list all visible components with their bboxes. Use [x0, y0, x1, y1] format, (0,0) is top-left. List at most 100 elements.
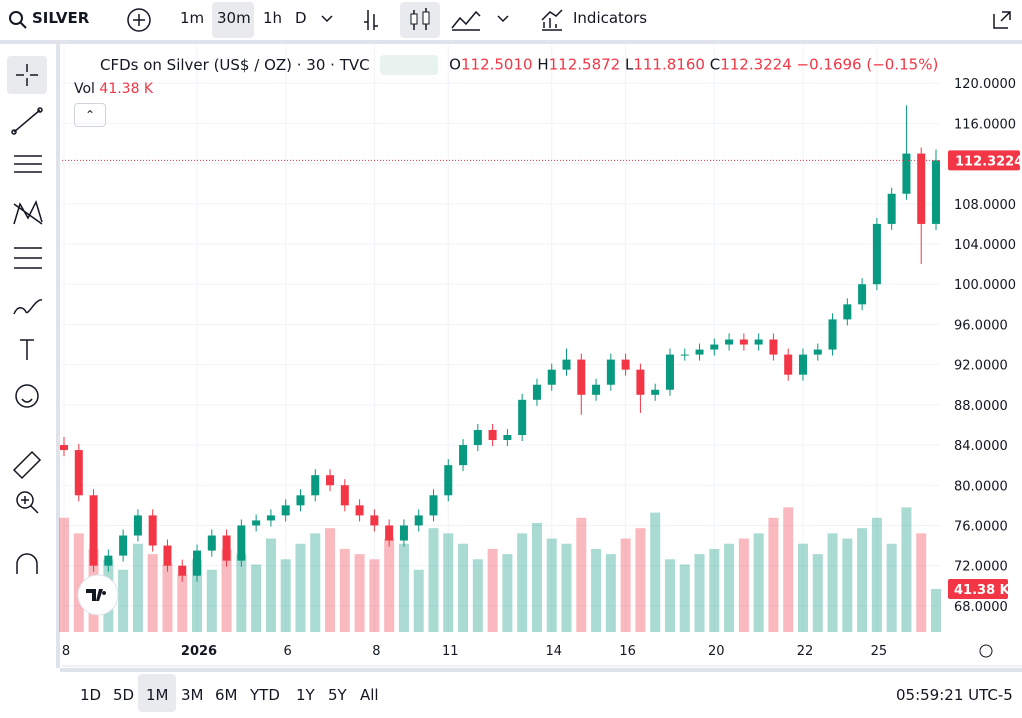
y-tick-label: 96.0000: [954, 318, 1008, 333]
range-button[interactable]: All: [360, 686, 379, 704]
add-symbol[interactable]: [126, 7, 152, 33]
candle-body: [370, 515, 379, 526]
price-chart[interactable]: 68.0000 72.0000 76.0000 80.0000 84.0000 88.00…: [0, 44, 1022, 668]
volume-bar: [827, 533, 838, 632]
candle-body: [725, 339, 734, 345]
volume-bar: [694, 554, 705, 632]
candle-body: [739, 339, 748, 345]
candle-body: [266, 515, 275, 521]
candle-body: [784, 354, 793, 375]
candle-body: [326, 475, 335, 486]
y-tick-label: 108.0000: [954, 198, 1016, 213]
interval[interactable]: 1h: [263, 9, 283, 27]
x-tick-label: 20: [708, 644, 725, 659]
market-status: [380, 55, 439, 75]
candle-body: [399, 525, 408, 541]
volume-tag-label: 41.38 K: [954, 583, 1011, 598]
interval[interactable]: 1m: [180, 9, 205, 27]
volume-bar: [664, 559, 675, 632]
y-tick-label: 80.0000: [954, 479, 1008, 494]
toolbar-icons: [321, 2, 563, 38]
range-button[interactable]: 5Y: [328, 686, 347, 704]
x-tick-label: 11: [442, 644, 459, 659]
candle-body: [340, 485, 349, 506]
candle-body: [296, 495, 305, 506]
volume-bar: [605, 554, 616, 632]
search-icon[interactable]: [8, 10, 28, 30]
volume-bar: [709, 548, 720, 632]
range-button[interactable]: 1D: [80, 686, 102, 704]
volume-bar: [916, 533, 927, 632]
last-price-label: 112.3224: [955, 154, 1022, 169]
candle-body: [237, 525, 246, 561]
volume-bar: [428, 528, 439, 632]
volume-bar: [398, 543, 409, 632]
symbol[interactable]: SILVER: [32, 9, 90, 27]
volume-bar: [635, 528, 646, 632]
x-tick-label: 8: [372, 644, 380, 659]
candle-body: [562, 359, 571, 370]
y-tick-label: 68.0000: [954, 600, 1008, 615]
volume-bar: [620, 538, 631, 632]
high-label: H: [537, 55, 549, 74]
range-button[interactable]: 6M: [215, 686, 238, 704]
candle-body: [651, 389, 660, 395]
settings: [979, 644, 993, 658]
candle-body: [621, 359, 630, 370]
candle-body: [207, 535, 216, 551]
range-button[interactable]: 1M: [146, 686, 169, 704]
candle-body: [858, 284, 867, 305]
candle-body: [754, 339, 763, 345]
candle-body: [932, 160, 940, 224]
range-button[interactable]: 5D: [113, 686, 135, 704]
range-button[interactable]: 3M: [181, 686, 204, 704]
candle-body: [680, 354, 689, 356]
volume-bar: [679, 564, 690, 632]
indicators[interactable]: Indicators: [573, 9, 648, 27]
volume-bar: [310, 533, 321, 632]
volume-bar: [812, 554, 823, 632]
volume-bar: [797, 543, 808, 632]
range-button[interactable]: YTD: [250, 686, 280, 704]
volume-legend: Vol 41.38 K: [74, 81, 938, 97]
vol-label: Vol: [74, 81, 95, 97]
open-label: O: [449, 55, 461, 74]
volume-bar: [517, 533, 528, 632]
candle-body: [89, 495, 98, 566]
close-label: C: [709, 55, 721, 74]
candle-body: [518, 399, 527, 435]
volume-bar: [487, 548, 498, 632]
candle-body: [769, 339, 778, 355]
y-tick-label: 116.0000: [954, 117, 1016, 132]
volume-bar: [384, 538, 395, 632]
candle-body: [193, 550, 202, 576]
candle-body: [414, 515, 423, 526]
volume-bar: [753, 533, 764, 632]
range-button[interactable]: 1Y: [296, 686, 315, 704]
legend-title: CFDs on Silver (US$ / OZ) · 30 · TVC: [100, 55, 370, 74]
interval[interactable]: D: [295, 9, 307, 27]
interval[interactable]: 30m: [217, 9, 251, 27]
candle-body: [60, 445, 68, 451]
candle-body: [281, 505, 290, 516]
high-value: 112.5872: [548, 55, 621, 74]
volume-tag: [948, 579, 1008, 600]
vol-value: 41.38 K: [99, 81, 154, 97]
volume-bar: [413, 569, 424, 632]
candle-body: [917, 153, 926, 224]
candle-body: [473, 429, 482, 446]
x-tick-label: 22: [797, 644, 814, 659]
candle-body: [592, 384, 601, 395]
low-value: 111.8160: [633, 55, 705, 74]
x-tick-label: 8: [62, 644, 70, 659]
x-tick-label: 14: [545, 644, 562, 659]
collapse-button[interactable]: ⌃: [74, 103, 106, 127]
volume-bar: [783, 507, 794, 632]
volume-bar: [502, 554, 513, 632]
fullscreen[interactable]: [990, 8, 1014, 32]
volume-bar: [295, 543, 306, 632]
volume-bar: [546, 538, 557, 632]
candle-body: [148, 515, 157, 546]
y-tick-label: 84.0000: [954, 439, 1008, 454]
